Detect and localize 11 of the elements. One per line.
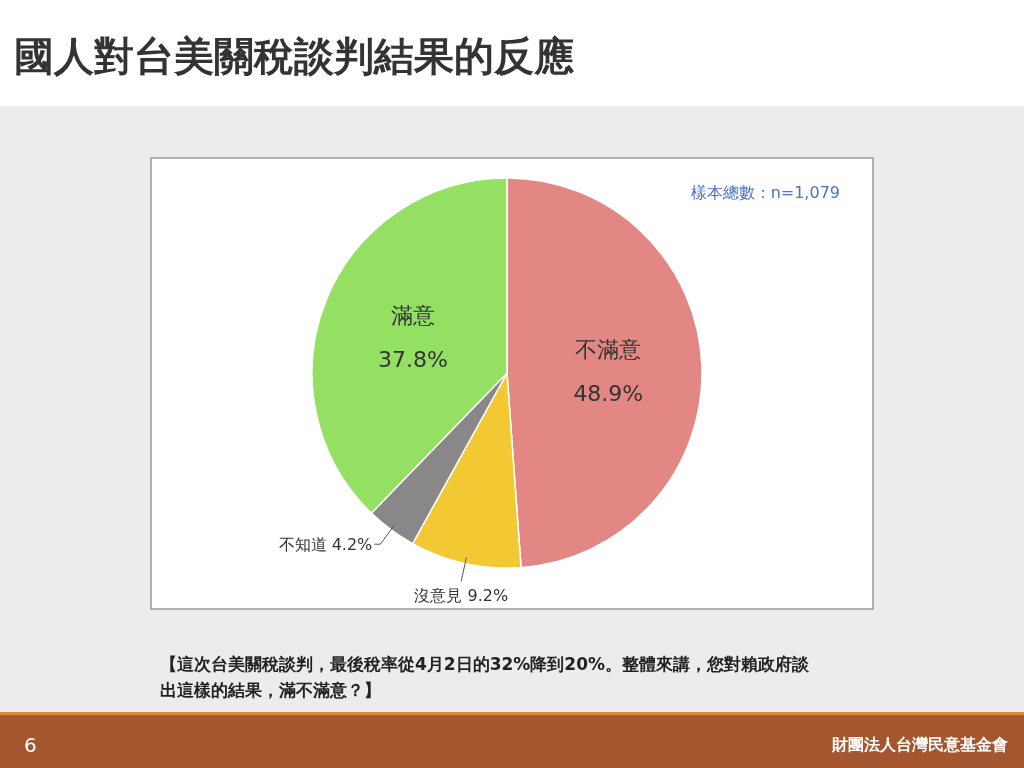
slice-label: 沒意見 9.2% (414, 586, 509, 606)
text: 【這次台美關稅談判，最後稅率從4月2日的32%降到20%。整體來講，您對賴政府談出這樣的結果，滿不滿意？】 (160, 654, 811, 700)
data-label: 48.9% (573, 381, 644, 407)
data-label: 37.8% (378, 346, 448, 372)
text: 財團法人台灣民意基金會 (831, 735, 1008, 754)
slice-label: 不知道 4.2% (278, 535, 373, 555)
text: 樣本總數：n=1,079 (690, 183, 840, 202)
chart-title: 國人對台美關稅談判結果的反應 (14, 33, 574, 79)
text: 6 (24, 733, 37, 757)
slice-label: 滿意 (391, 302, 435, 328)
slice-label: 不滿意 (575, 337, 642, 363)
